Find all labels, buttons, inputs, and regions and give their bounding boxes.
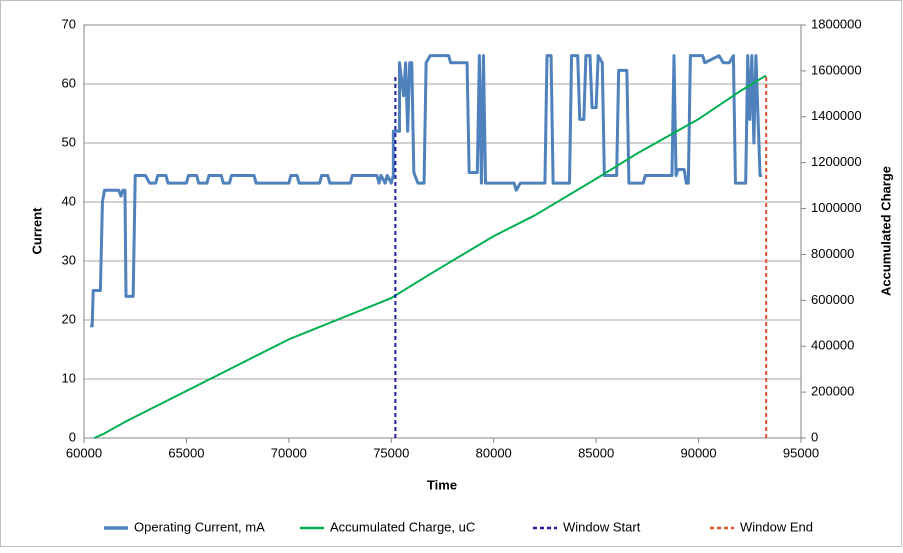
y2-tick-label: 600000 (811, 292, 854, 307)
y2-tick-label: 800000 (811, 246, 854, 261)
x-tick-label: 90000 (680, 445, 716, 460)
x-tick-label: 80000 (476, 445, 512, 460)
x-tick-label: 60000 (66, 445, 102, 460)
y2-tick-label: 200000 (811, 384, 854, 399)
series-line (90, 54, 763, 328)
y2-tick-label: 1600000 (811, 62, 862, 77)
y-tick-label: 70 (62, 16, 76, 31)
x-tick-label: 75000 (373, 445, 409, 460)
y2-tick-label: 1200000 (811, 154, 862, 169)
y-tick-label: 30 (62, 252, 76, 267)
legend-text: Window Start (563, 519, 641, 534)
y2-tick-label: 400000 (811, 338, 854, 353)
y-tick-label: 20 (62, 311, 76, 326)
y2-tick-label: 1800000 (811, 16, 862, 31)
x-tick-label: 70000 (271, 445, 307, 460)
y2-tick-label: 1400000 (811, 108, 862, 123)
y-tick-label: 0 (69, 429, 76, 444)
x-tick-label: 95000 (783, 445, 819, 460)
plot-frame (83, 24, 802, 439)
legend-text: Operating Current, mA (134, 519, 265, 534)
x-axis-title: Time (427, 477, 457, 492)
x-tick-label: 65000 (168, 445, 204, 460)
y2-tick-label: 1000000 (811, 200, 862, 215)
legend-text: Window End (740, 519, 813, 534)
y-tick-label: 50 (62, 134, 76, 149)
y2-tick-label: 0 (811, 429, 818, 444)
y2-axis-title: Accumulated Charge (878, 166, 893, 296)
series-line (93, 74, 767, 439)
x-tick-label: 85000 (578, 445, 614, 460)
y-tick-label: 10 (62, 370, 76, 385)
legend-text: Accumulated Charge, uC (330, 519, 475, 534)
y-axis-title: Current (29, 207, 44, 255)
y-tick-label: 60 (62, 75, 76, 90)
y-tick-label: 40 (62, 193, 76, 208)
